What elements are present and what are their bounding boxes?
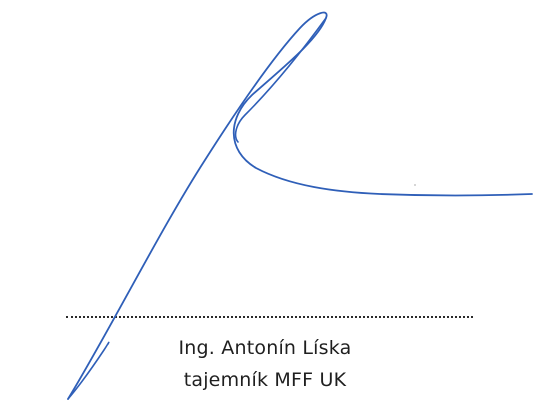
signer-name: Ing. Antonín Líska <box>178 337 352 359</box>
signature-main-stroke <box>67 11 533 400</box>
paper-speck <box>414 184 416 186</box>
signature-tail-stroke <box>67 341 110 400</box>
signature-dotted-line <box>66 316 473 318</box>
signer-title: tajemník MFF UK <box>183 369 347 391</box>
signature-loop-stroke <box>234 17 327 143</box>
